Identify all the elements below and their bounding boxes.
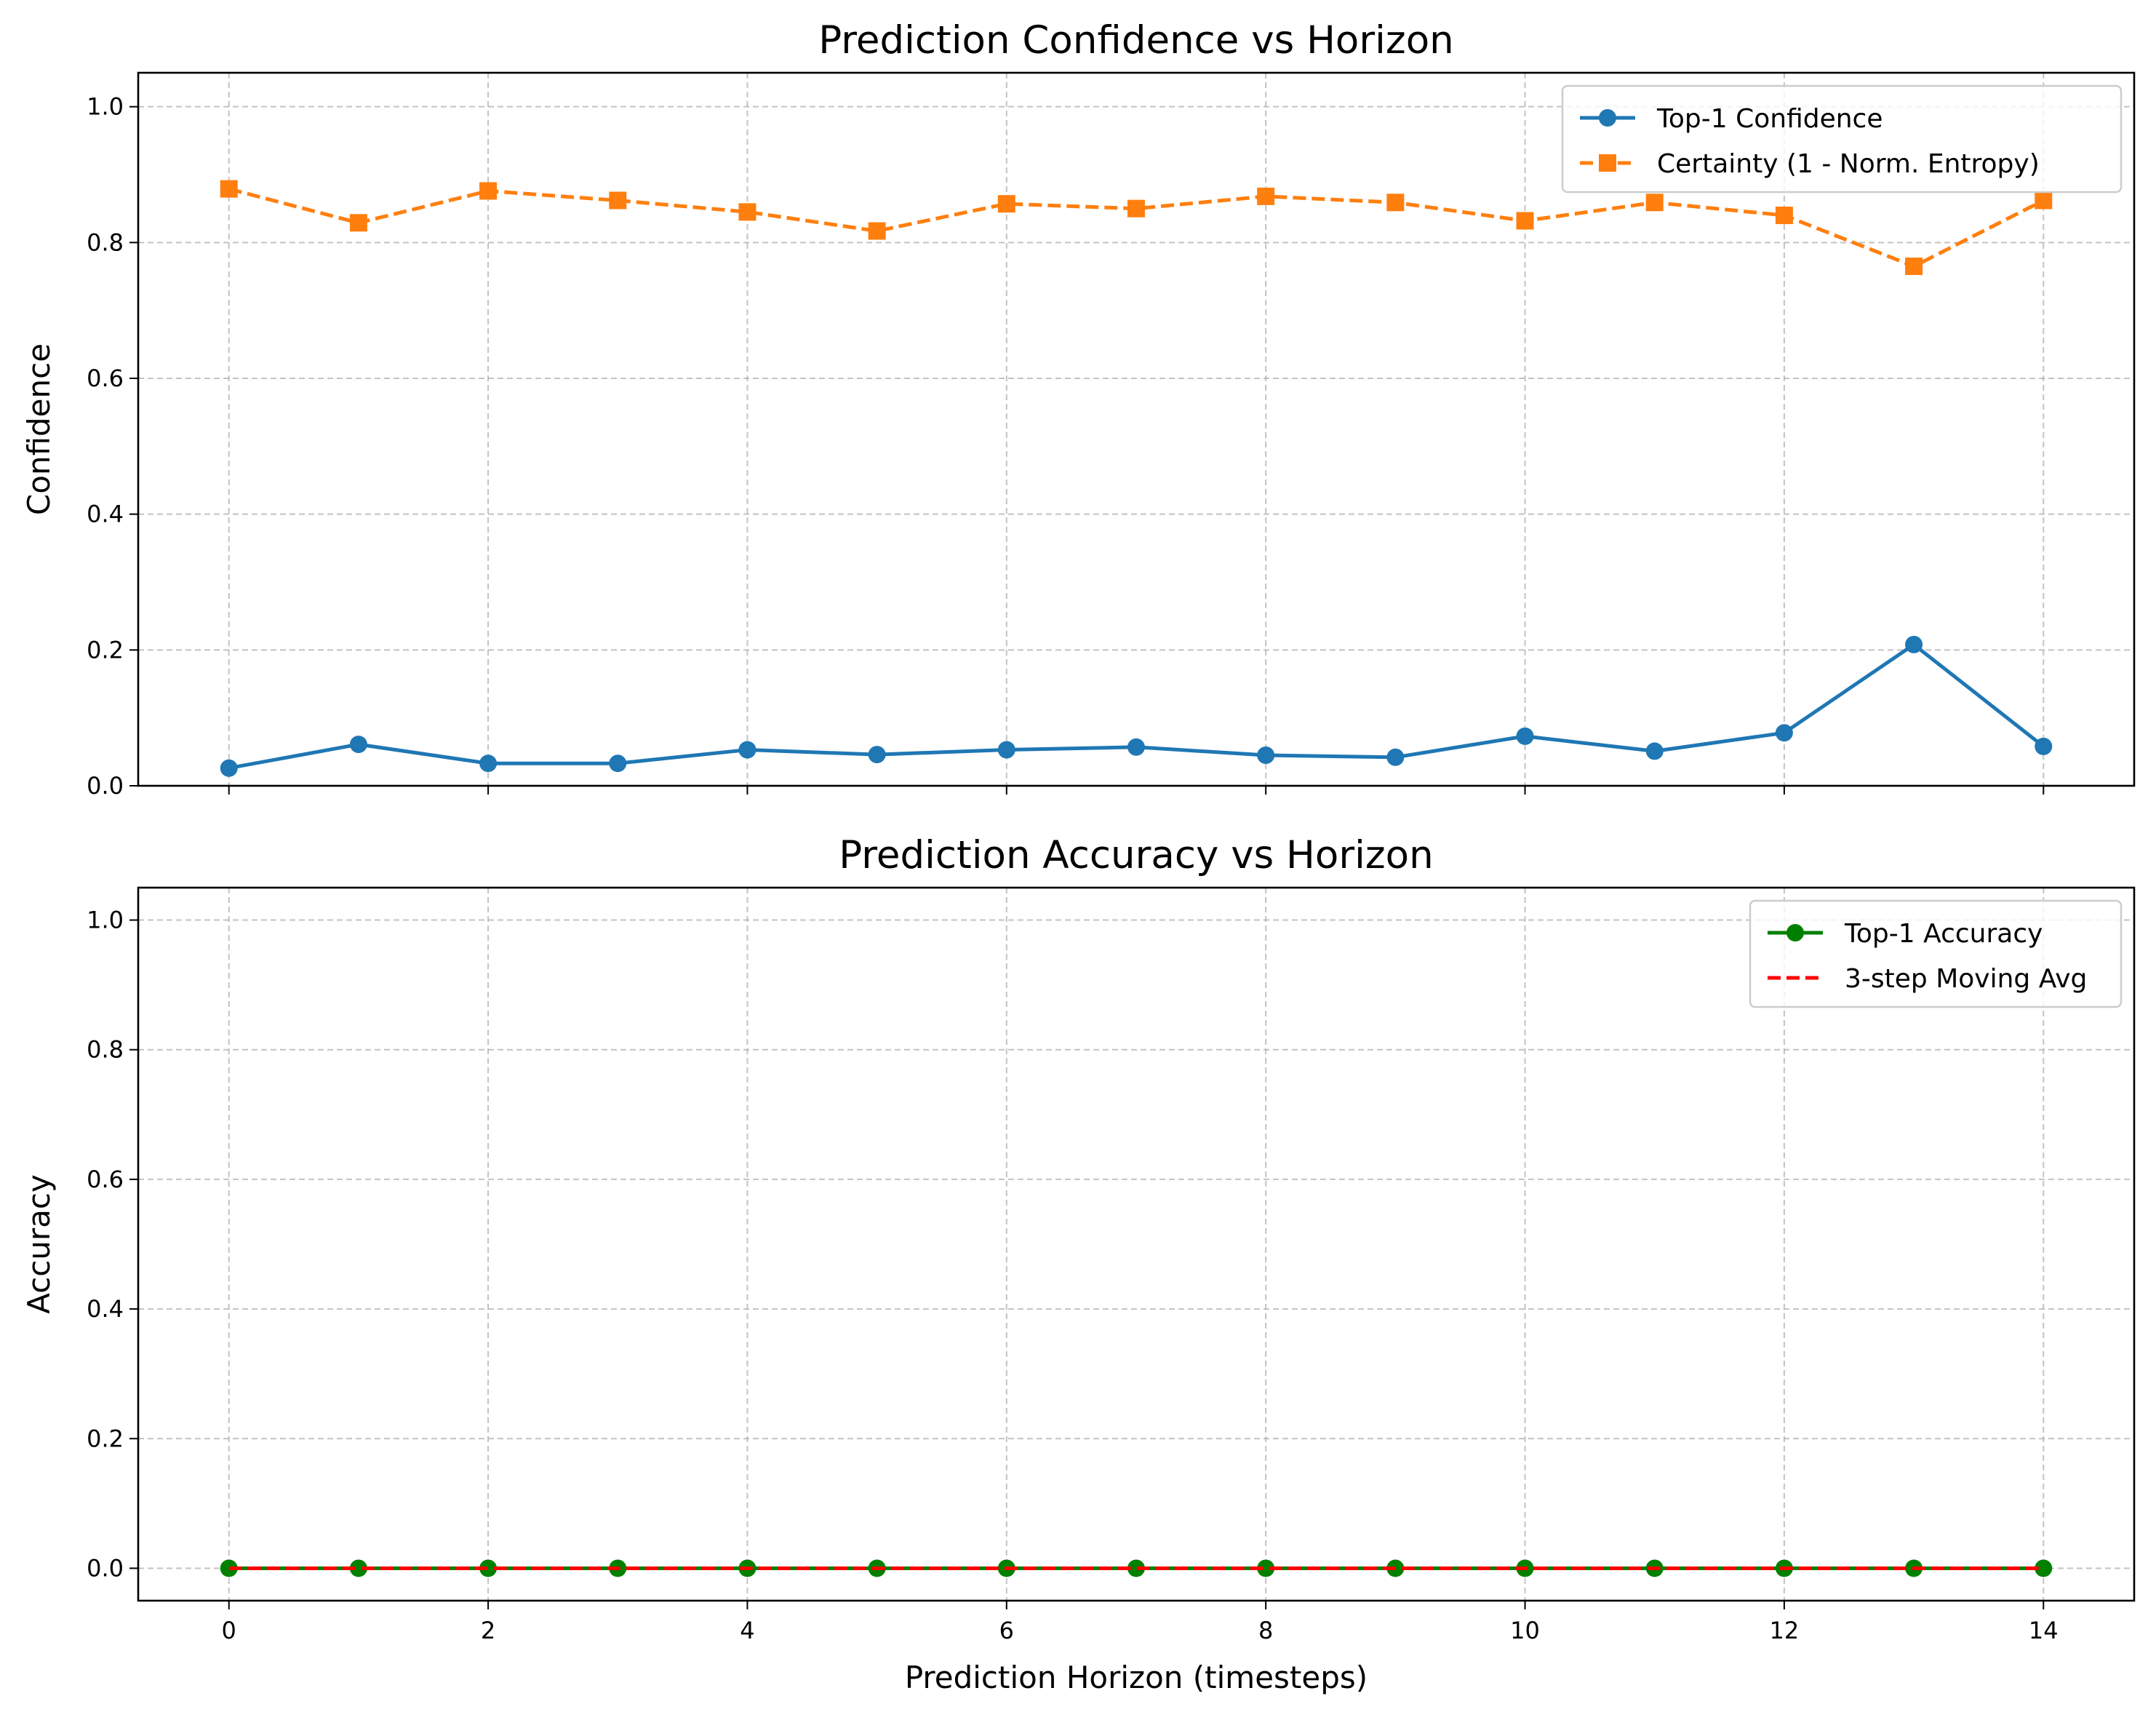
data-point (1257, 1559, 1275, 1577)
data-point (868, 222, 886, 240)
y-axis-label: Confidence (21, 343, 57, 515)
y-tick-label: 0.8 (87, 1036, 124, 1064)
data-point (220, 759, 238, 777)
data-point (2035, 1559, 2053, 1577)
data-point (738, 203, 756, 221)
y-tick-label: 0.0 (87, 1554, 124, 1582)
y-tick-label: 0.6 (87, 365, 124, 392)
legend-marker (1599, 109, 1616, 127)
x-tick-label: 12 (1770, 1617, 1800, 1644)
legend-label: Certainty (1 - Norm. Entropy) (1657, 149, 2040, 179)
data-point (1645, 742, 1664, 760)
data-point (868, 746, 886, 764)
legend-label: 3-step Moving Avg (1845, 964, 2087, 994)
x-axis-label: Prediction Horizon (timesteps) (905, 1660, 1368, 1695)
data-point (2035, 191, 2053, 210)
data-point (479, 1559, 498, 1577)
accuracy-panel: 0 2 4 6 8 10 12 14 0.0 0.2 0.4 0.6 0.8 1.0 Prediction … (21, 833, 2136, 1695)
y-tick-label: 1.0 (87, 93, 124, 121)
legend: Top-1 Accuracy 3-step Moving Avg (1749, 899, 2123, 1008)
x-tick-label: 8 (1258, 1617, 1273, 1644)
data-point (479, 755, 498, 773)
plot-frame (137, 71, 2136, 787)
data-point (1905, 635, 1923, 653)
data-point (479, 182, 498, 200)
series-0 (220, 635, 2053, 777)
confidence-panel: 0.0 0.2 0.4 0.6 0.8 1.0 Prediction Confidence … (21, 18, 2136, 800)
legend-entry: 3-step Moving Avg (1768, 964, 2087, 994)
series-0 (220, 1559, 2053, 1577)
data-point (1645, 194, 1664, 212)
data-point (609, 755, 627, 773)
legend-entry: Top-1 Confidence (1580, 104, 1883, 134)
x-tick-label: 14 (2029, 1617, 2059, 1644)
y-tick-label: 0.2 (87, 636, 124, 664)
x-tick-label: 10 (1510, 1617, 1540, 1644)
x-tick-label: 2 (481, 1617, 495, 1644)
data-point (1516, 727, 1534, 745)
data-point (1386, 194, 1405, 212)
legend-label: Top-1 Accuracy (1844, 919, 2043, 949)
y-tick-label: 1.0 (87, 907, 124, 934)
data-point (997, 741, 1015, 759)
data-point (1775, 207, 1793, 224)
data-point (349, 1559, 367, 1577)
data-point (2035, 737, 2053, 755)
data-point (1257, 187, 1275, 205)
chart-title: Prediction Confidence vs Horizon (818, 18, 1453, 63)
y-tick-label: 0.0 (87, 772, 124, 800)
legend-entry: Certainty (1 - Norm. Entropy) (1580, 149, 2040, 179)
data-point (1386, 748, 1405, 766)
data-point (738, 741, 756, 759)
x-tick-label: 0 (222, 1617, 236, 1644)
plot-frame (137, 886, 2136, 1602)
y-tick-label: 0.4 (87, 1295, 124, 1323)
legend-marker (1786, 924, 1804, 941)
y-tick-label: 0.2 (87, 1425, 124, 1452)
data-point (1257, 746, 1275, 764)
data-point (1905, 258, 1923, 275)
chart-title: Prediction Accuracy vs Horizon (839, 833, 1433, 877)
data-point (349, 214, 367, 232)
data-point (1127, 738, 1145, 756)
legend-label: Top-1 Confidence (1656, 104, 1883, 134)
series-1 (220, 180, 2053, 275)
y-tick-label: 0.8 (87, 228, 124, 256)
y-tick-label: 0.6 (87, 1166, 124, 1193)
y-axis-label: Accuracy (21, 1174, 57, 1314)
data-point (349, 736, 367, 754)
x-tick-label: 4 (740, 1617, 754, 1644)
legend-marker (1599, 154, 1616, 172)
data-point (1127, 199, 1145, 218)
data-point (609, 191, 627, 210)
y-tick-label: 0.4 (87, 501, 124, 528)
legend-box (1561, 84, 2123, 194)
data-point (1127, 1559, 1145, 1577)
x-tick-label: 6 (999, 1617, 1014, 1644)
data-point (1516, 212, 1534, 230)
data-point (997, 195, 1015, 213)
legend-box (1749, 899, 2123, 1008)
data-point (220, 180, 238, 198)
legend: Top-1 Confidence Certainty (1 - Norm. Ent… (1561, 84, 2123, 194)
data-point (1775, 724, 1793, 742)
legend-entry: Top-1 Accuracy (1768, 919, 2043, 949)
